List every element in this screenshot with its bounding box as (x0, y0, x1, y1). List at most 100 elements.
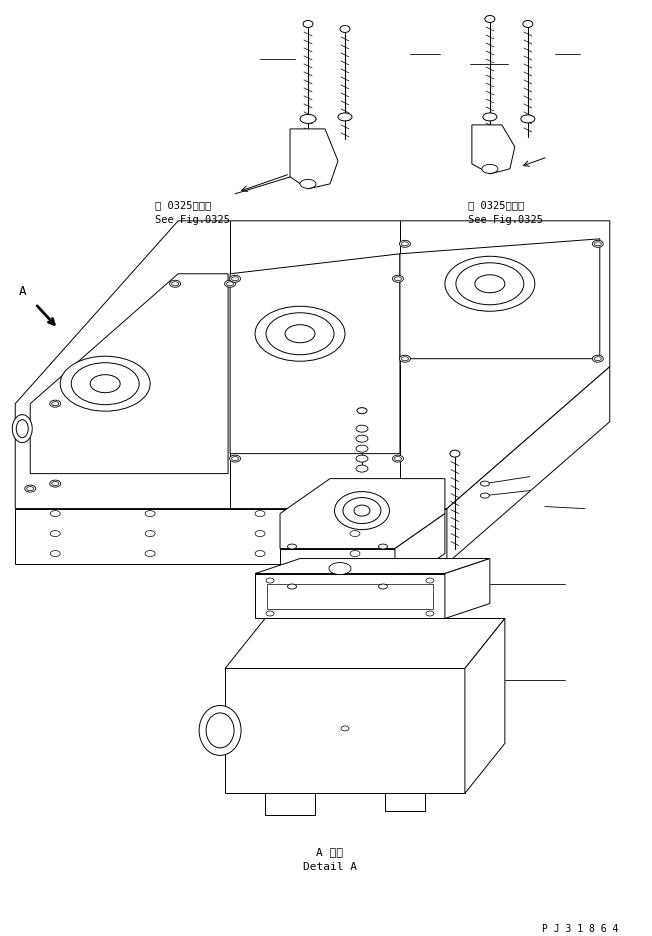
Text: See Fig.0325: See Fig.0325 (155, 214, 230, 225)
Ellipse shape (303, 22, 313, 28)
Ellipse shape (12, 416, 32, 443)
Polygon shape (290, 130, 338, 190)
Ellipse shape (266, 314, 334, 356)
Ellipse shape (356, 435, 368, 443)
Polygon shape (255, 574, 445, 619)
Ellipse shape (266, 611, 274, 616)
Ellipse shape (25, 486, 36, 492)
Ellipse shape (350, 531, 360, 537)
Ellipse shape (27, 487, 34, 491)
Ellipse shape (329, 563, 351, 575)
Ellipse shape (343, 498, 381, 524)
Ellipse shape (224, 281, 235, 288)
Ellipse shape (52, 402, 59, 406)
Ellipse shape (594, 358, 601, 361)
Ellipse shape (482, 165, 498, 174)
Polygon shape (267, 584, 433, 608)
Ellipse shape (341, 726, 349, 731)
Ellipse shape (400, 241, 410, 248)
Ellipse shape (288, 545, 297, 549)
Ellipse shape (231, 277, 239, 282)
Ellipse shape (300, 115, 316, 124)
Ellipse shape (594, 242, 601, 246)
Ellipse shape (485, 17, 495, 23)
Ellipse shape (445, 257, 535, 312)
Polygon shape (30, 274, 228, 475)
Ellipse shape (230, 456, 241, 462)
Ellipse shape (402, 242, 408, 246)
Ellipse shape (592, 356, 603, 363)
Ellipse shape (255, 531, 265, 537)
Ellipse shape (50, 531, 60, 537)
Ellipse shape (356, 426, 368, 432)
Ellipse shape (255, 307, 345, 362)
Polygon shape (385, 794, 425, 812)
Ellipse shape (354, 505, 370, 517)
Ellipse shape (171, 283, 179, 286)
Ellipse shape (394, 277, 402, 282)
Polygon shape (15, 509, 447, 563)
Ellipse shape (170, 281, 181, 288)
Ellipse shape (227, 283, 233, 286)
Ellipse shape (356, 465, 368, 473)
Ellipse shape (356, 456, 368, 462)
Polygon shape (400, 240, 600, 359)
Ellipse shape (300, 180, 316, 189)
Polygon shape (447, 367, 610, 563)
Ellipse shape (481, 493, 490, 499)
Polygon shape (255, 559, 490, 574)
Ellipse shape (50, 551, 60, 557)
Ellipse shape (145, 531, 155, 537)
Ellipse shape (16, 420, 28, 438)
Polygon shape (225, 619, 505, 668)
Text: Detail A: Detail A (303, 861, 357, 871)
Ellipse shape (230, 276, 241, 283)
Ellipse shape (357, 408, 367, 415)
Polygon shape (395, 514, 445, 589)
Ellipse shape (288, 584, 297, 590)
Ellipse shape (90, 375, 120, 393)
Ellipse shape (50, 480, 61, 488)
Ellipse shape (199, 706, 241, 755)
Ellipse shape (338, 114, 352, 122)
Ellipse shape (266, 578, 274, 583)
Ellipse shape (456, 264, 524, 305)
Polygon shape (225, 668, 465, 794)
Ellipse shape (393, 276, 404, 283)
Text: A 詳細: A 詳細 (316, 846, 344, 856)
Ellipse shape (378, 584, 387, 590)
Ellipse shape (285, 326, 315, 344)
Ellipse shape (231, 457, 239, 461)
Text: A: A (18, 285, 26, 298)
Polygon shape (472, 125, 515, 175)
Polygon shape (280, 479, 445, 549)
Ellipse shape (145, 511, 155, 517)
Text: 第 0325図参照: 第 0325図参照 (468, 199, 524, 210)
Ellipse shape (523, 22, 533, 28)
Ellipse shape (592, 241, 603, 248)
Ellipse shape (50, 511, 60, 517)
Ellipse shape (521, 116, 535, 124)
Ellipse shape (426, 611, 434, 616)
Ellipse shape (255, 551, 265, 557)
Ellipse shape (402, 358, 408, 361)
Ellipse shape (52, 482, 59, 486)
Polygon shape (280, 549, 395, 589)
Ellipse shape (400, 356, 410, 363)
Ellipse shape (475, 275, 505, 294)
Ellipse shape (255, 511, 265, 517)
Text: 第 0325図参照: 第 0325図参照 (155, 199, 211, 210)
Ellipse shape (350, 551, 360, 557)
Ellipse shape (393, 456, 404, 462)
Ellipse shape (450, 450, 460, 458)
Ellipse shape (483, 114, 497, 122)
Text: See Fig.0325: See Fig.0325 (468, 214, 543, 225)
Ellipse shape (426, 578, 434, 583)
Ellipse shape (340, 26, 350, 34)
Polygon shape (465, 619, 505, 794)
Ellipse shape (394, 457, 402, 461)
Ellipse shape (145, 551, 155, 557)
Ellipse shape (334, 492, 389, 530)
Ellipse shape (71, 363, 139, 405)
Polygon shape (230, 255, 400, 454)
